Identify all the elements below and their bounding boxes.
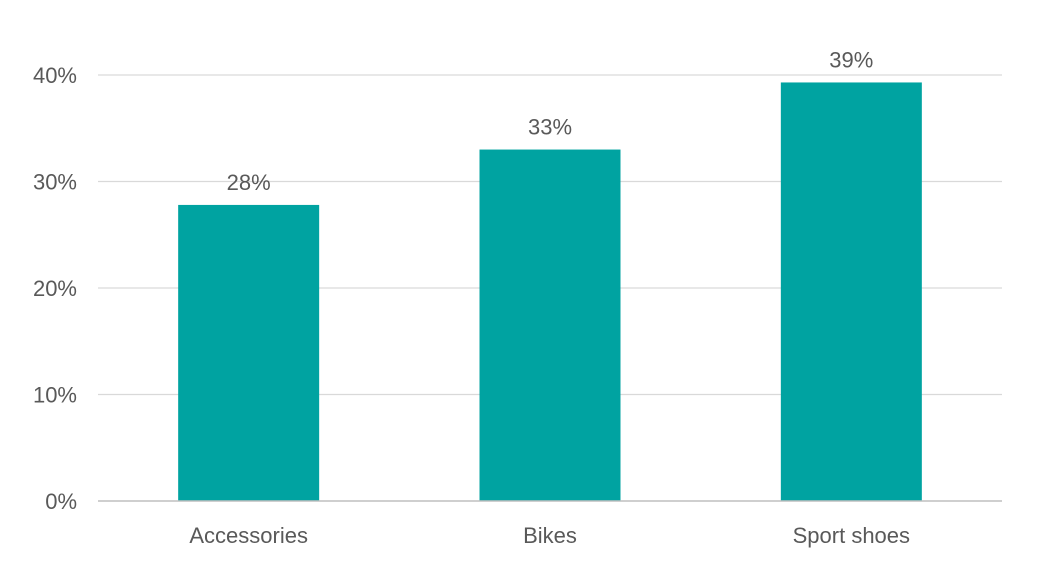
- data-label: 28%: [227, 170, 271, 195]
- y-tick-label: 20%: [33, 276, 77, 301]
- x-category-label: Accessories: [189, 523, 308, 548]
- bar-sport-shoes: [780, 82, 922, 501]
- bars: [178, 82, 922, 502]
- y-tick-label: 0%: [45, 489, 77, 514]
- y-tick-label: 30%: [33, 170, 77, 195]
- data-label: 39%: [829, 47, 873, 72]
- x-category-label: Sport shoes: [793, 523, 910, 548]
- bar-accessories: [178, 204, 320, 501]
- y-tick-label: 10%: [33, 383, 77, 408]
- x-axis-category-labels: Accessories Bikes Sport shoes: [189, 523, 910, 548]
- y-tick-label: 40%: [33, 63, 77, 88]
- data-labels: 28% 33% 39%: [227, 47, 874, 194]
- bar-bikes: [479, 149, 621, 502]
- data-label: 33%: [528, 115, 572, 140]
- x-category-label: Bikes: [523, 523, 577, 548]
- y-axis-tick-labels: 0% 10% 20% 30% 40%: [33, 63, 77, 514]
